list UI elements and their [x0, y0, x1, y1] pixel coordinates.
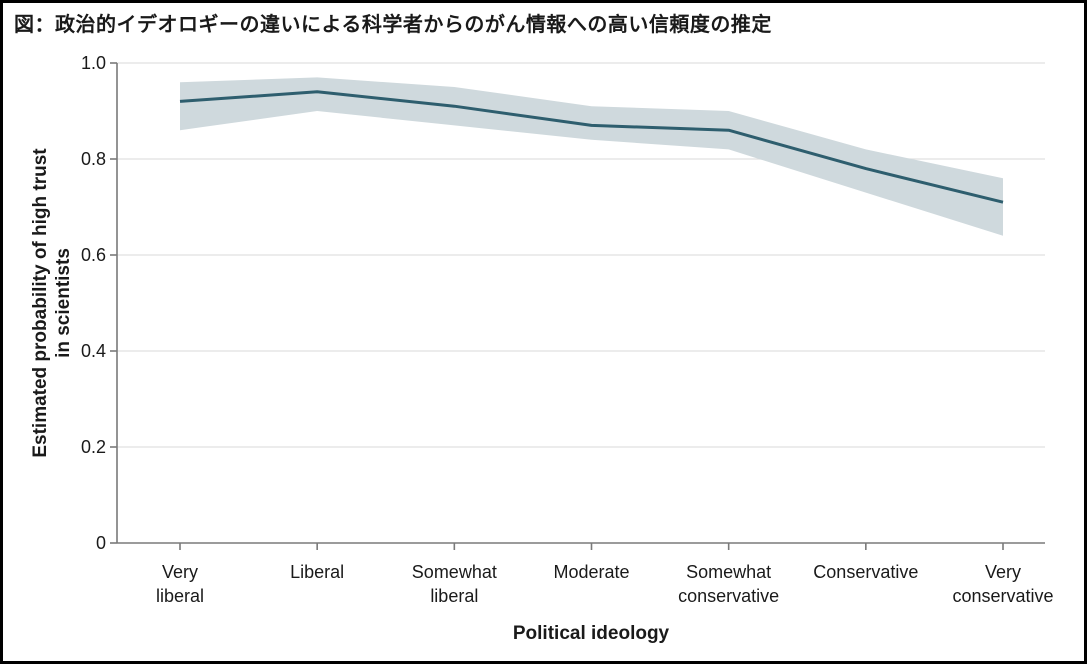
x-axis-title: Political ideology: [512, 623, 670, 644]
x-tick-label: Very conservative: [952, 562, 1053, 606]
x-tick-label: Very liberal: [156, 562, 204, 606]
x-tick-label: Liberal: [290, 562, 344, 582]
y-tick-label: 0.4: [81, 341, 106, 361]
y-tick-label: 0.2: [81, 437, 106, 457]
y-tick-label: 1.0: [81, 53, 106, 73]
y-tick-label: 0.6: [81, 245, 106, 265]
x-tick-label: Conservative: [813, 562, 918, 582]
x-tick-label: Moderate: [553, 562, 629, 582]
trend-line: [179, 90, 1004, 204]
confidence-band: [180, 77, 1003, 236]
line-chart: 0 0.2 0.4 0.6 0.8 1.0 Very liberal Liberal Somewh…: [81, 53, 1054, 606]
y-tick-label: 0.8: [81, 149, 106, 169]
figure-title: 図：政治的イデオロギーの違いによる科学者からのがん情報への高い信頼度の推定: [14, 14, 772, 36]
x-tick-label: Somewhat conservative: [678, 562, 779, 606]
y-tick-label: 0: [96, 533, 106, 553]
x-tick-label: Somewhat liberal: [412, 562, 497, 606]
